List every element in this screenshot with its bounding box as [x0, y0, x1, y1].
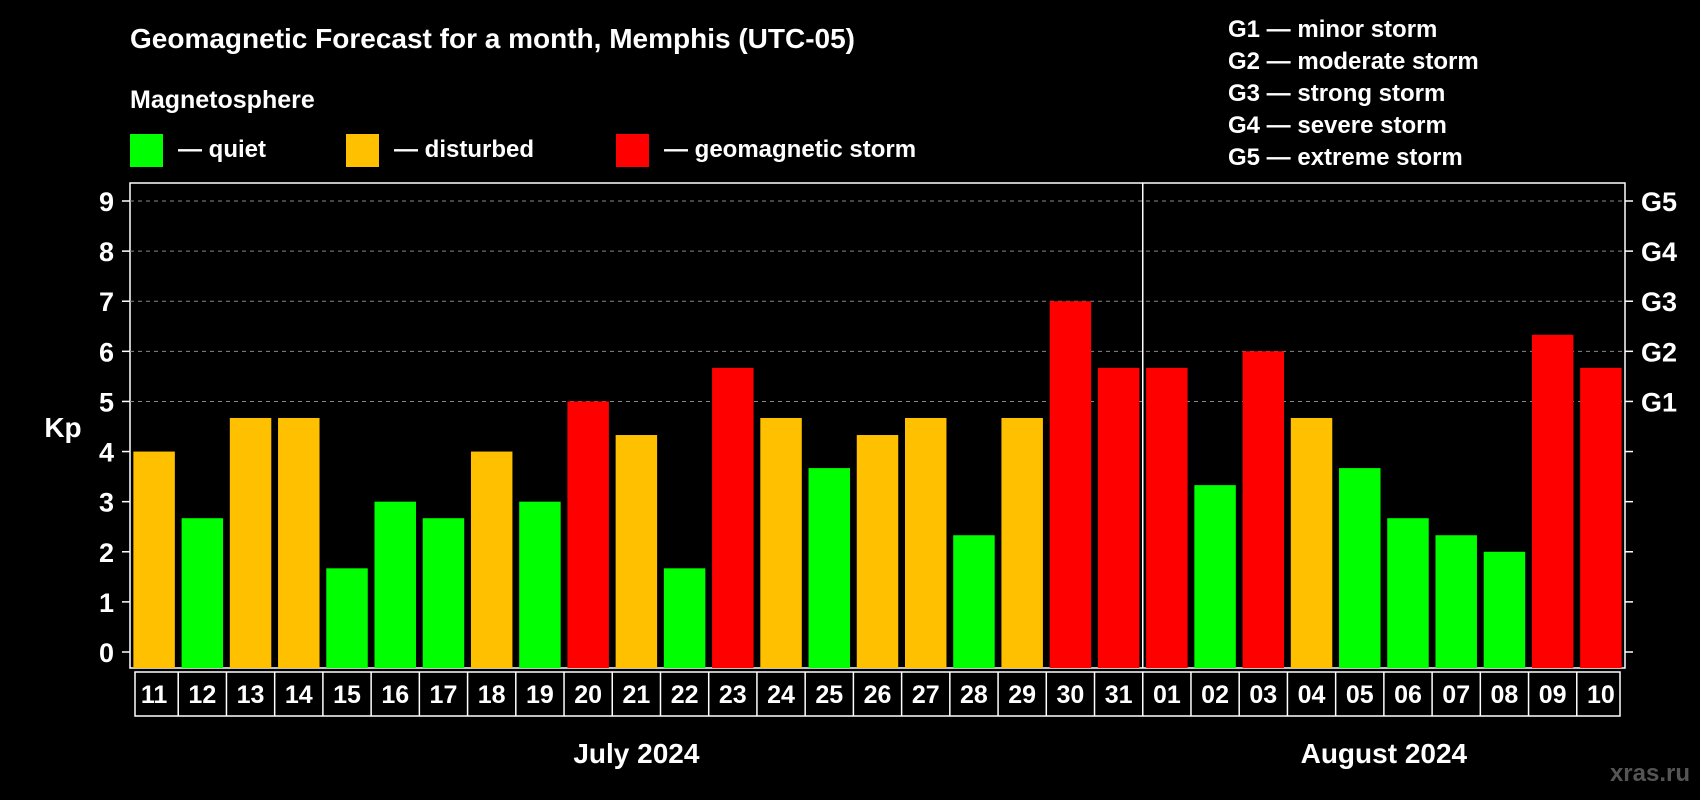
kp-bar	[1387, 518, 1429, 668]
date-label: 19	[526, 681, 554, 709]
kp-bar	[519, 501, 561, 668]
date-label: 27	[912, 681, 940, 709]
date-label: 14	[285, 681, 313, 709]
date-label: 13	[237, 681, 265, 709]
g-scale-g2: G2 — moderate storm	[1228, 48, 1479, 75]
right-axis-label: G1	[1641, 387, 1677, 417]
date-label: 17	[430, 681, 458, 709]
date-label: 15	[333, 681, 361, 709]
legend-label-storm: — geomagnetic storm	[664, 136, 916, 163]
kp-bar	[1049, 301, 1092, 668]
kp-bar	[1001, 417, 1043, 668]
date-label: 28	[960, 681, 988, 709]
date-label: 21	[622, 681, 650, 709]
date-label: 04	[1298, 681, 1326, 709]
date-label: 25	[815, 681, 843, 709]
date-label: 20	[574, 681, 602, 709]
right-axis-label: G2	[1641, 337, 1677, 367]
date-label: 01	[1153, 681, 1181, 709]
y-tick-label: 9	[99, 187, 114, 217]
g-scale-g3: G3 — strong storm	[1228, 80, 1445, 107]
y-tick-label: 1	[99, 588, 114, 618]
g-scale-g5: G5 — extreme storm	[1228, 144, 1463, 171]
kp-bar	[133, 451, 175, 668]
kp-bar	[1194, 485, 1236, 668]
date-label: 10	[1587, 681, 1615, 709]
kp-bar	[1242, 351, 1285, 668]
month-label: July 2024	[573, 738, 700, 769]
kp-bar	[1483, 551, 1526, 668]
y-tick-label: 4	[99, 438, 114, 468]
date-label: 18	[478, 681, 506, 709]
date-label: 22	[671, 681, 699, 709]
date-label: 29	[1008, 681, 1036, 709]
y-tick-label: 5	[99, 387, 114, 417]
y-axis-label: Kp	[44, 412, 81, 443]
date-label: 12	[188, 681, 216, 709]
kp-bar	[760, 417, 802, 668]
kp-bar	[229, 417, 272, 668]
date-label: 09	[1539, 681, 1567, 709]
legend-label-quiet: — quiet	[178, 136, 266, 163]
legend-heading: Magnetosphere	[130, 86, 315, 114]
date-label: 24	[767, 681, 795, 709]
kp-bar	[181, 518, 224, 668]
legend-label-disturbed: — disturbed	[394, 136, 534, 163]
right-axis-label: G5	[1641, 187, 1677, 217]
date-label: 26	[864, 681, 892, 709]
kp-bar	[1097, 367, 1140, 668]
date-label: 05	[1346, 681, 1374, 709]
legend-swatch-disturbed	[346, 134, 379, 167]
g-scale-g1: G1 — minor storm	[1228, 16, 1437, 43]
date-label: 11	[141, 681, 168, 709]
kp-bar	[470, 451, 513, 668]
kp-bar	[278, 417, 320, 668]
kp-bar	[856, 435, 899, 668]
date-label: 30	[1056, 681, 1084, 709]
kp-bar	[1580, 367, 1622, 668]
date-box-frame	[134, 671, 1621, 717]
date-label: 16	[381, 681, 409, 709]
kp-bar	[615, 435, 658, 668]
kp-bar	[326, 568, 368, 668]
kp-bar	[904, 417, 947, 668]
kp-bar	[808, 468, 851, 668]
kp-bar	[422, 518, 465, 668]
y-tick-label: 8	[99, 237, 114, 267]
month-label: August 2024	[1301, 738, 1468, 769]
kp-bar	[1531, 334, 1574, 668]
g-scale-g4: G4 — severe storm	[1228, 112, 1447, 139]
kp-bar	[1435, 535, 1477, 668]
y-tick-label: 6	[99, 337, 114, 367]
kp-bar	[374, 501, 416, 668]
kp-bar	[1339, 468, 1381, 668]
kp-bar	[953, 535, 995, 668]
date-label: 07	[1442, 681, 1470, 709]
chart-title: Geomagnetic Forecast for a month, Memphi…	[130, 23, 855, 54]
kp-bar	[1290, 417, 1333, 668]
date-label: 06	[1394, 681, 1422, 709]
date-label: 08	[1491, 681, 1519, 709]
y-tick-label: 7	[99, 287, 114, 317]
date-label: 23	[719, 681, 747, 709]
legend-swatch-storm	[616, 134, 649, 167]
watermark: xras.ru	[1610, 760, 1690, 787]
date-label: 31	[1105, 681, 1133, 709]
y-tick-label: 2	[99, 538, 114, 568]
right-axis-label: G3	[1641, 287, 1677, 317]
date-label: 02	[1201, 681, 1229, 709]
right-axis-label: G4	[1641, 237, 1677, 267]
kp-bar	[712, 367, 754, 668]
date-label: 03	[1249, 681, 1277, 709]
kp-bar	[663, 568, 706, 668]
y-tick-label: 0	[99, 638, 114, 668]
legend-swatch-quiet	[130, 134, 163, 167]
kp-bar	[1146, 367, 1188, 668]
y-tick-label: 3	[99, 488, 114, 518]
kp-bar	[567, 401, 609, 668]
